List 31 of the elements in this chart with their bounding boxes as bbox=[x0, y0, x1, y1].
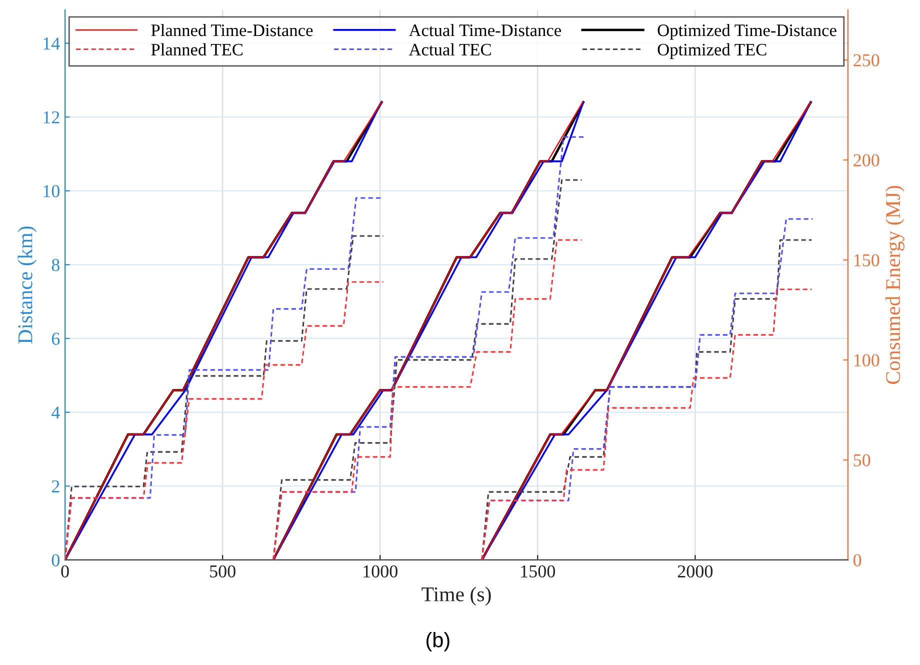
legend-label: Actual Time-Distance bbox=[408, 24, 561, 36]
y-tick-label: 4 bbox=[52, 406, 60, 419]
text: (b) bbox=[426, 632, 450, 652]
legend-label: Planned Time-Distance bbox=[151, 24, 313, 36]
y2-tick-label: 150 bbox=[854, 254, 880, 266]
y-tick-label: 14 bbox=[44, 38, 60, 50]
y2-tick-label: 100 bbox=[854, 354, 880, 366]
y2-tick-label: 0 bbox=[854, 554, 862, 566]
legend-label: Optimized TEC bbox=[658, 43, 766, 60]
y-tick-label: 6 bbox=[52, 332, 60, 345]
y2-tick-label: 50 bbox=[854, 454, 870, 466]
y2-axis-title: Consumed Energy (MJ) bbox=[885, 186, 904, 384]
legend-label: Actual TEC bbox=[408, 43, 491, 56]
y-axis-title: Distance (km) bbox=[18, 226, 37, 344]
y-tick-label: 2 bbox=[52, 480, 60, 492]
x-tick-label: 1000 bbox=[364, 565, 398, 578]
legend-label: Optimized Time-Distance bbox=[658, 24, 836, 40]
x-axis-title: Time (s) bbox=[422, 586, 491, 606]
y2-tick-label: 200 bbox=[854, 154, 880, 166]
x-tick-label: 2000 bbox=[678, 565, 713, 578]
y-tick-label: 12 bbox=[44, 111, 60, 124]
line-series bbox=[272, 239, 583, 560]
line-series bbox=[481, 288, 812, 560]
y-tick-label: 8 bbox=[52, 258, 60, 272]
x-tick-label: 1500 bbox=[521, 565, 555, 578]
legend-label: Planned TEC bbox=[151, 43, 243, 56]
y2-tick-label: 250 bbox=[854, 54, 880, 66]
y-tick-label: 10 bbox=[44, 185, 60, 198]
x-tick-label: 0 bbox=[61, 565, 69, 578]
y-tick-label: 0 bbox=[52, 554, 60, 566]
x-tick-label: 500 bbox=[210, 565, 236, 578]
